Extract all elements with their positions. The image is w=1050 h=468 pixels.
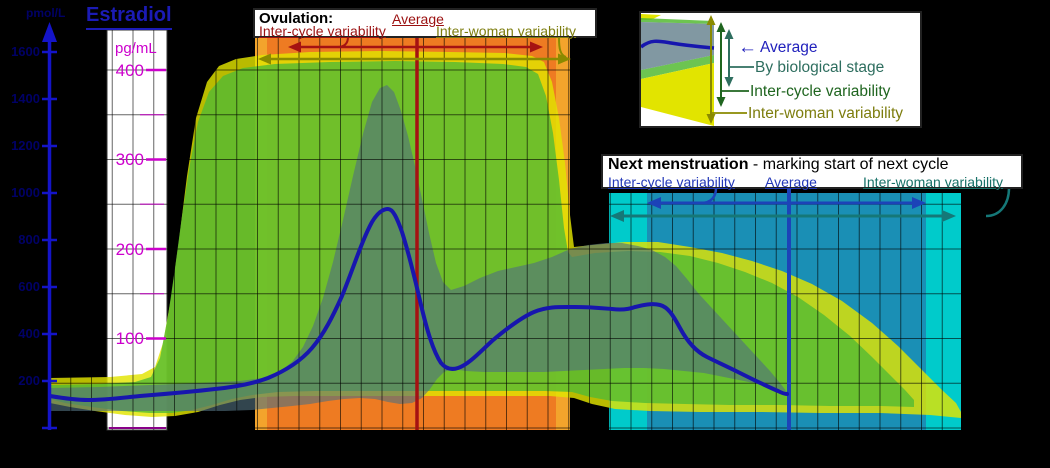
legend-inter-woman-arrow [706,15,747,124]
next-inter-woman-label: Inter-woman variability [863,174,1004,190]
next-subheading: - marking start of next cycle [748,156,949,173]
pmol-axis [42,22,57,430]
pg-tick-200: 200 [115,240,144,259]
legend-mini-chart [641,14,754,126]
ovulation-annotation-box: Ovulation: Average Inter-cycle variabili… [253,8,597,39]
legend-inter-cycle-label: Inter-cycle variability [750,83,891,100]
legend-stage-label: By biological stage [755,59,885,76]
pmol-tick-1000: 1000 [11,185,40,200]
legend-box: ← Average By biological stage Inter-cycl… [639,11,922,128]
pmol-tick-800: 800 [18,232,40,247]
ovulation-inter-cycle-arrow [288,36,543,53]
chart-title: Estradiol [86,4,172,30]
grid-lines [50,27,963,430]
pg-tick-100: 100 [115,329,144,348]
next-inter-woman-arrow [610,187,1011,222]
pg-tick-400: 400 [115,61,144,80]
next-inter-cycle-arrow [647,187,926,209]
next-heading: Next menstruation [608,156,749,173]
ovulation-average-label: Average [392,11,444,27]
pmol-tick-1600: 1600 [11,44,40,59]
legend-stage-arrow [724,29,754,87]
legend-inter-cycle-arrow [716,22,749,107]
ovulation-inter-woman-label: Inter-woman variability [436,23,577,39]
pg-tick-marks [109,68,166,429]
pg-tick-300: 300 [115,150,144,169]
ovulation-inter-cycle-label: Inter-cycle variability [259,23,386,39]
pmol-tick-200: 200 [18,373,40,388]
ovulation-heading: Ovulation: [259,10,334,27]
next-menstruation-annotation-box: Next menstruation - marking start of nex… [601,154,1023,190]
ovulation-inter-woman-arrow [258,37,571,65]
legend-inter-woman-label: Inter-woman variability [748,105,904,122]
next-inter-cycle-label: Inter-cycle variability [608,174,735,190]
next-average-label: Average [765,174,817,190]
pmol-tick-1200: 1200 [11,138,40,153]
pg-unit-label: pg/mL [115,40,157,57]
pmol-tick-400: 400 [18,326,40,341]
next-heading-line: Next menstruation - marking start of nex… [608,156,949,174]
legend-average-label: Average [760,39,818,56]
average-estradiol-curve [48,206,789,403]
pmol-tick-600: 600 [18,279,40,294]
legend-left-arrow-icon: ← [738,37,757,58]
pmol-unit-label: pmol/L [26,6,66,20]
pmol-tick-1400: 1400 [11,91,40,106]
